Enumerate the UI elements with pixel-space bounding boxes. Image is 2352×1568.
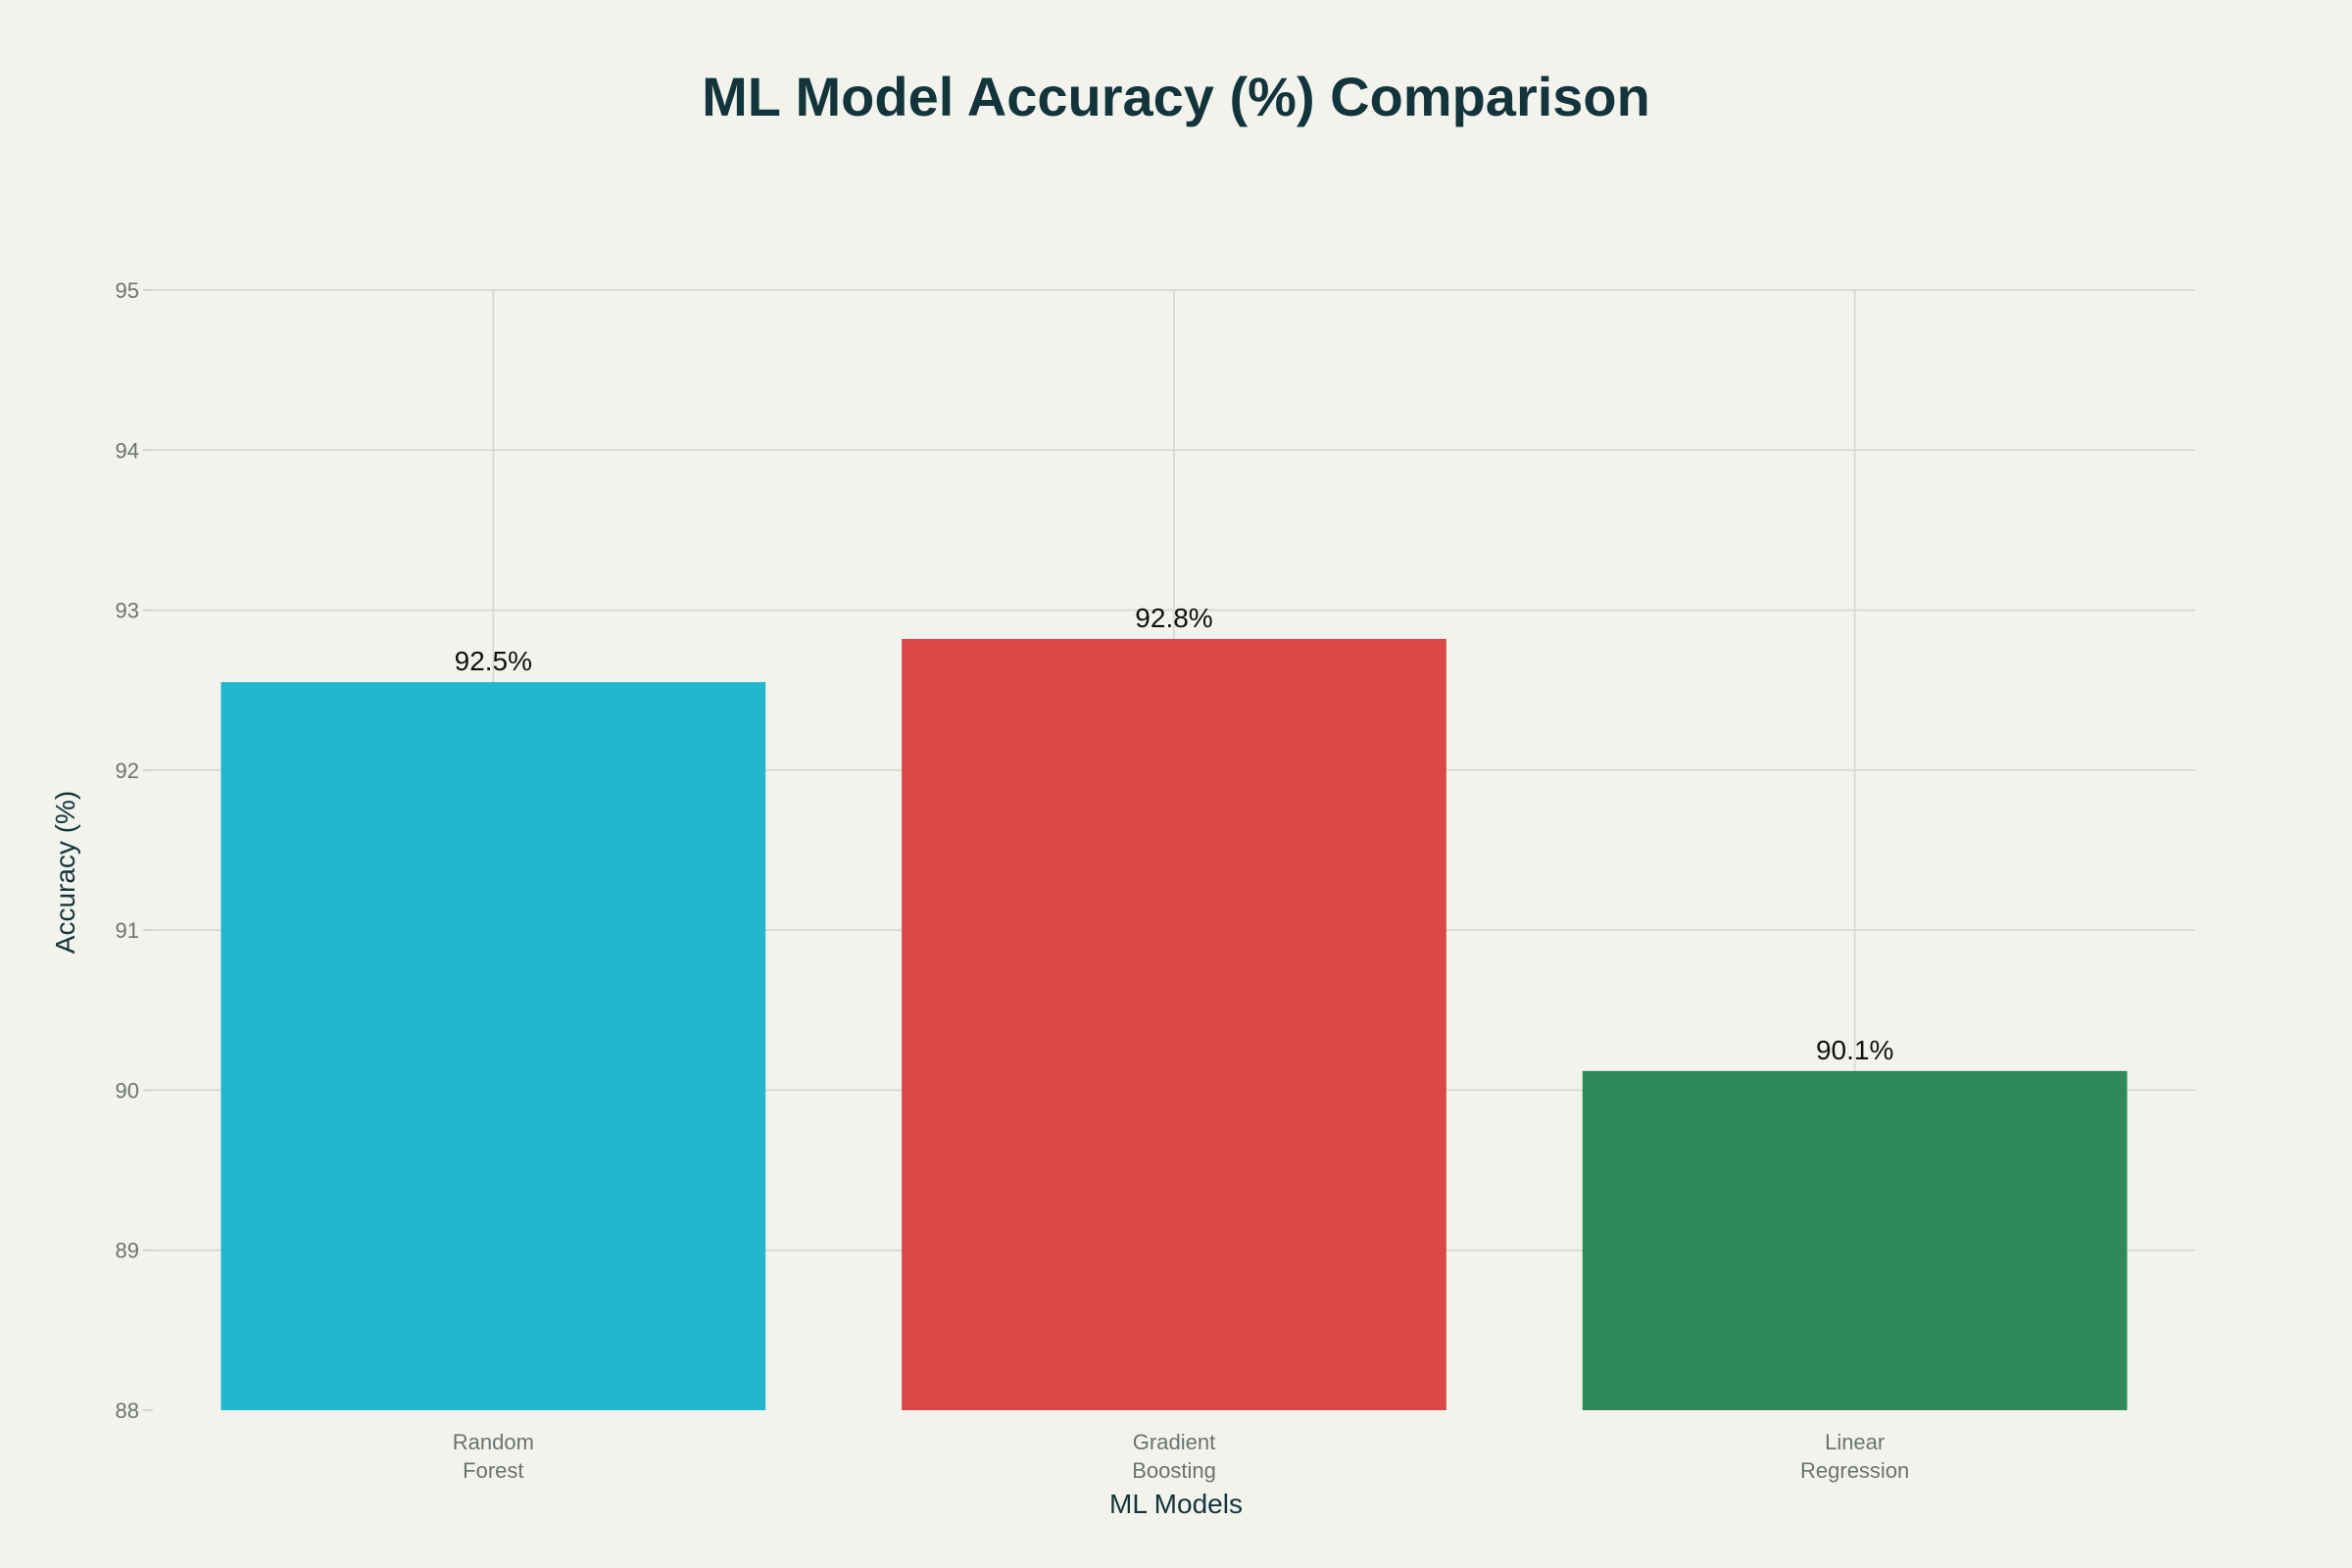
chart-title: ML Model Accuracy (%) Comparison bbox=[702, 66, 1650, 127]
y-tick-label: 93 bbox=[116, 599, 139, 623]
data-label: 92.5% bbox=[455, 646, 532, 676]
y-tick-label: 88 bbox=[116, 1398, 139, 1423]
y-tick-label: 91 bbox=[116, 918, 139, 943]
data-labels: 92.5% 92.8% 90.1% bbox=[455, 603, 1894, 1065]
data-label: 90.1% bbox=[1816, 1035, 1893, 1065]
y-tick-label: 90 bbox=[116, 1078, 139, 1102]
bar-gradient-boosting bbox=[902, 638, 1446, 1410]
bar-random-forest bbox=[220, 682, 766, 1410]
y-tick-label: 95 bbox=[116, 278, 139, 303]
y-tick-label: 94 bbox=[116, 438, 139, 463]
x-axis-ticks: Random Forest Gradient Boosting Linear Regres… bbox=[453, 1430, 1910, 1483]
y-axis-title: Accuracy (%) bbox=[50, 791, 80, 954]
y-axis-ticks: 88 89 90 91 92 93 94 95 bbox=[116, 278, 153, 1423]
bar-linear-regression bbox=[1582, 1070, 2128, 1410]
x-tick-label: Linear Regression bbox=[1800, 1430, 1909, 1483]
bars bbox=[220, 638, 2128, 1410]
data-label: 92.8% bbox=[1135, 603, 1212, 633]
x-tick-label: Gradient Boosting bbox=[1132, 1430, 1216, 1483]
x-tick-label: Random Forest bbox=[453, 1430, 534, 1483]
y-tick-label: 89 bbox=[116, 1239, 139, 1263]
x-axis-title: ML Models bbox=[1109, 1489, 1243, 1519]
y-tick-label: 92 bbox=[116, 759, 139, 783]
